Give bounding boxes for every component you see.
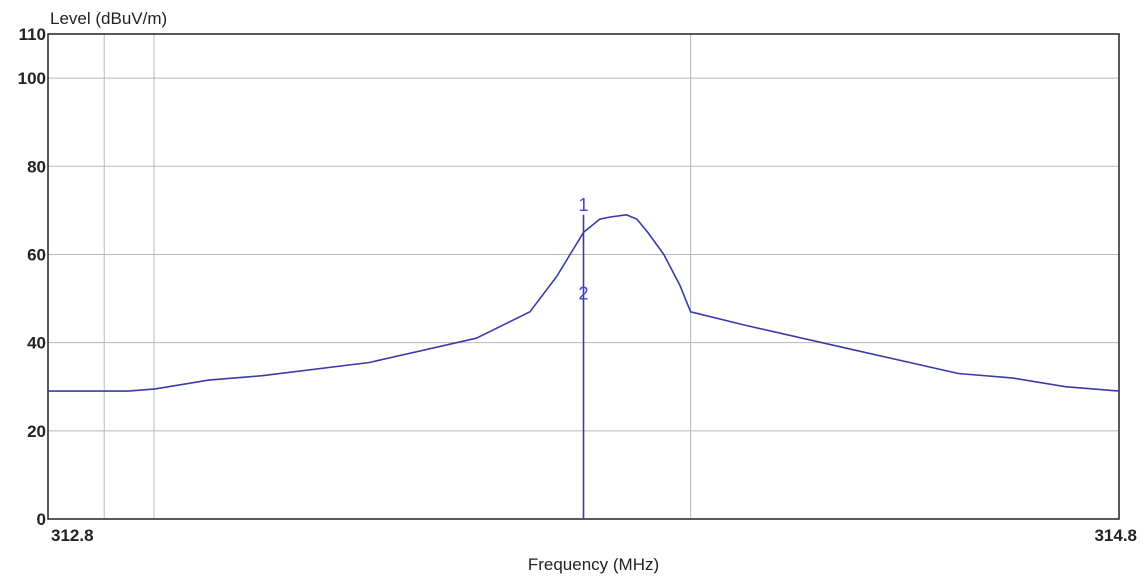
y-axis-label: Level (dBuV/m) [50, 9, 167, 28]
x-axis-ticks: 312.8 314.8 [51, 526, 1137, 545]
series-group [48, 214, 1120, 392]
series-line [48, 214, 1120, 392]
marker-label: 2 [578, 284, 588, 304]
y-tick-label: 80 [27, 157, 46, 176]
y-tick-label: 40 [27, 334, 46, 353]
y-tick-label: 0 [37, 510, 46, 529]
x-tick-label: 314.8 [1094, 526, 1137, 545]
x-axis-label: Frequency (MHz) [528, 555, 659, 574]
x-tick-label: 312.8 [51, 526, 94, 545]
y-tick-label: 60 [27, 245, 46, 264]
y-axis-ticks: 0 20 40 60 80 100 110 [18, 25, 46, 529]
y-tick-label: 100 [18, 69, 46, 88]
marker-label: 1 [578, 195, 588, 215]
y-tick-label: 20 [27, 422, 46, 441]
markers-group: 12 [578, 195, 589, 519]
y-tick-label: 110 [19, 25, 46, 44]
